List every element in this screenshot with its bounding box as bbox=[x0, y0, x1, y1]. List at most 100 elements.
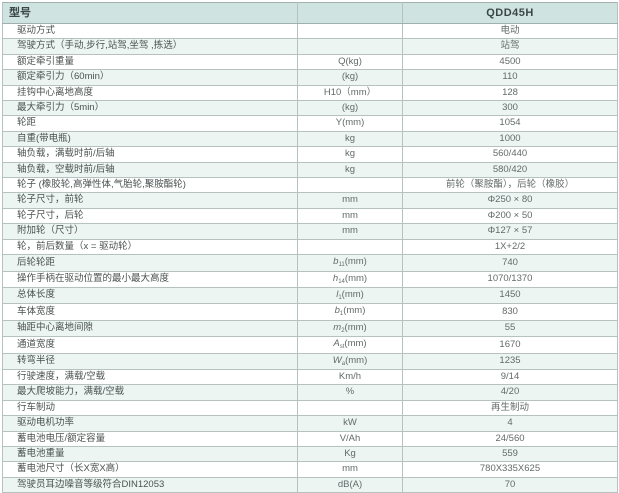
table-row: 轮，前后数量（x = 驱动轮） 1X+2/2 bbox=[2, 238, 618, 256]
spec-value-cell: 24/560 bbox=[402, 430, 618, 447]
spec-label-cell: 驱动方式 bbox=[2, 22, 298, 40]
spec-label-cell: 总体长度 bbox=[2, 286, 298, 305]
spec-label-cell: 通道宽度 bbox=[2, 336, 298, 354]
spec-unit-cell: h14(mm) bbox=[297, 270, 403, 288]
spec-unit-cell: b1(mm) bbox=[297, 303, 403, 321]
table-row: 附加轮（尺寸） mm Φ127 × 57 bbox=[2, 223, 618, 240]
table-row: 蓄电池尺寸（长X宽X高） mm 780X335X625 bbox=[2, 461, 618, 478]
spec-value-cell: 70 bbox=[402, 476, 618, 493]
spec-unit-cell: m2(mm) bbox=[297, 319, 403, 338]
spec-value-cell: 4 bbox=[402, 415, 618, 432]
table-row: 轮子尺寸，前轮 mm Φ250 × 80 bbox=[2, 192, 618, 209]
column-header-value: QDD45H bbox=[402, 2, 618, 24]
spec-value-cell: 580/420 bbox=[402, 161, 618, 179]
spec-label-cell: 轴负载，空载时前/后轴 bbox=[2, 161, 298, 179]
table-row: 轮子 (橡胶轮,高弹性体,气胎轮,聚胺酯轮) 前轮（聚胺酯），后轮（橡胶） bbox=[2, 177, 618, 194]
table-row: 最大牵引力（5min） (kg) 300 bbox=[2, 100, 618, 117]
spec-label-cell: 附加轮（尺寸） bbox=[2, 223, 298, 240]
spec-value-cell: 559 bbox=[402, 445, 618, 463]
table-row: 操作手柄在驱动位置的最小最大高度 h14(mm) 1070/1370 bbox=[2, 270, 618, 288]
spec-unit-cell bbox=[297, 238, 403, 256]
spec-unit-cell bbox=[297, 399, 403, 417]
spec-unit-cell: mm bbox=[297, 207, 403, 225]
spec-label-cell: 最大爬坡能力，满载/空载 bbox=[2, 384, 298, 401]
spec-unit-cell: l1(mm) bbox=[297, 286, 403, 305]
spec-value-cell: 1450 bbox=[402, 286, 618, 305]
spec-unit-cell: kg bbox=[297, 130, 403, 148]
spec-value-cell: 1670 bbox=[402, 336, 618, 354]
spec-value-cell: 740 bbox=[402, 254, 618, 272]
spec-label-cell: 转弯半径 bbox=[2, 352, 298, 370]
spec-unit-cell: (kg) bbox=[297, 100, 403, 117]
spec-label-cell: 驱动电机功率 bbox=[2, 415, 298, 432]
table-row: 挂钩中心离地高度 H10（mm） 128 bbox=[2, 84, 618, 102]
table-body: 驱动方式 电动驾驶方式（手动,步行,站驾,坐驾 ,拣选） 站驾 额定牵引重量 Q(kg)… bbox=[2, 22, 618, 493]
spec-value-cell: 前轮（聚胺酯），后轮（橡胶） bbox=[402, 177, 618, 194]
table-row: 总体长度 l1(mm) 1450 bbox=[2, 286, 618, 305]
spec-unit-cell: b11(mm) bbox=[297, 254, 403, 272]
spec-label-cell: 轮子尺寸，后轮 bbox=[2, 207, 298, 225]
spec-unit-cell: mm bbox=[297, 461, 403, 478]
spec-value-cell: Φ127 × 57 bbox=[402, 223, 618, 240]
spec-value-cell: 128 bbox=[402, 84, 618, 102]
spec-label-cell: 轮，前后数量（x = 驱动轮） bbox=[2, 238, 298, 256]
spec-label-cell: 后轮轮距 bbox=[2, 254, 298, 272]
table-row: 通道宽度 Ast(mm) 1670 bbox=[2, 336, 618, 354]
spec-label-cell: 轮子 (橡胶轮,高弹性体,气胎轮,聚胺酯轮) bbox=[2, 177, 298, 194]
spec-unit-cell: Wa(mm) bbox=[297, 352, 403, 370]
spec-label-cell: 蓄电池电压/额定容量 bbox=[2, 430, 298, 447]
spec-label-cell: 车体宽度 bbox=[2, 303, 298, 321]
spec-value-cell: 300 bbox=[402, 100, 618, 117]
table-row: 行驶速度，满载/空载 Km/h 9/14 bbox=[2, 368, 618, 386]
spec-unit-cell: dB(A) bbox=[297, 476, 403, 493]
table-row: 额定牵引重量 Q(kg) 4500 bbox=[2, 53, 618, 71]
spec-value-cell: 1070/1370 bbox=[402, 270, 618, 288]
spec-value-cell: 站驾 bbox=[402, 38, 618, 55]
spec-label-cell: 额定牵引重量 bbox=[2, 53, 298, 71]
spec-unit-cell: kW bbox=[297, 415, 403, 432]
column-header-model: 型号 bbox=[2, 2, 298, 24]
spec-label-cell: 轴距中心离地间隙 bbox=[2, 319, 298, 338]
spec-unit-cell: kg bbox=[297, 161, 403, 179]
spec-value-cell: 1054 bbox=[402, 115, 618, 132]
table-row: 驱动方式 电动 bbox=[2, 22, 618, 40]
spec-label-cell: 挂钩中心离地高度 bbox=[2, 84, 298, 102]
table-row: 轮子尺寸，后轮 mm Φ200 × 50 bbox=[2, 207, 618, 225]
table-row: 车体宽度 b1(mm) 830 bbox=[2, 303, 618, 321]
spec-unit-cell: mm bbox=[297, 223, 403, 240]
table-row: 蓄电池重量 Kg 559 bbox=[2, 445, 618, 463]
spec-unit-cell: mm bbox=[297, 192, 403, 209]
spec-value-cell: Φ250 × 80 bbox=[402, 192, 618, 209]
table-row: 轮距 Y(mm) 1054 bbox=[2, 115, 618, 132]
spec-unit-cell: V/Ah bbox=[297, 430, 403, 447]
table-row: 轴距中心离地间隙 m2(mm) 55 bbox=[2, 319, 618, 338]
table-row: 轴负载，空载时前/后轴 kg 580/420 bbox=[2, 161, 618, 179]
column-header-unit bbox=[297, 2, 403, 24]
spec-label-cell: 自重(带电瓶) bbox=[2, 130, 298, 148]
spec-label-cell: 额定牵引力（60min） bbox=[2, 69, 298, 86]
table-row: 驾驶员耳边噪音等级符合DIN12053 dB(A) 70 bbox=[2, 476, 618, 493]
spec-value-cell: 4500 bbox=[402, 53, 618, 71]
table-row: 行车制动 再生制动 bbox=[2, 399, 618, 417]
spec-label-cell: 轮距 bbox=[2, 115, 298, 132]
table-row: 转弯半径 Wa(mm) 1235 bbox=[2, 352, 618, 370]
table-row: 轴负载，满载时前/后轴 kg 560/440 bbox=[2, 146, 618, 163]
spec-unit-cell bbox=[297, 22, 403, 40]
table-row: 最大爬坡能力，满载/空载% 4/20 bbox=[2, 384, 618, 401]
spec-value-cell: 电动 bbox=[402, 22, 618, 40]
spec-label-cell: 蓄电池尺寸（长X宽X高） bbox=[2, 461, 298, 478]
table-header: 型号 QDD45H bbox=[2, 2, 618, 24]
table-row: 驾驶方式（手动,步行,站驾,坐驾 ,拣选） 站驾 bbox=[2, 38, 618, 55]
spec-value-cell: 4/20 bbox=[402, 384, 618, 401]
spec-label-cell: 驾驶员耳边噪音等级符合DIN12053 bbox=[2, 476, 298, 493]
spec-unit-cell: (kg) bbox=[297, 69, 403, 86]
spec-value-cell: 1000 bbox=[402, 130, 618, 148]
spec-value-cell: 1X+2/2 bbox=[402, 238, 618, 256]
spec-value-cell: 830 bbox=[402, 303, 618, 321]
spec-label-cell: 行车制动 bbox=[2, 399, 298, 417]
spec-label-cell: 轮子尺寸，前轮 bbox=[2, 192, 298, 209]
spec-value-cell: 9/14 bbox=[402, 368, 618, 386]
spec-label-cell: 驾驶方式（手动,步行,站驾,坐驾 ,拣选） bbox=[2, 38, 298, 55]
